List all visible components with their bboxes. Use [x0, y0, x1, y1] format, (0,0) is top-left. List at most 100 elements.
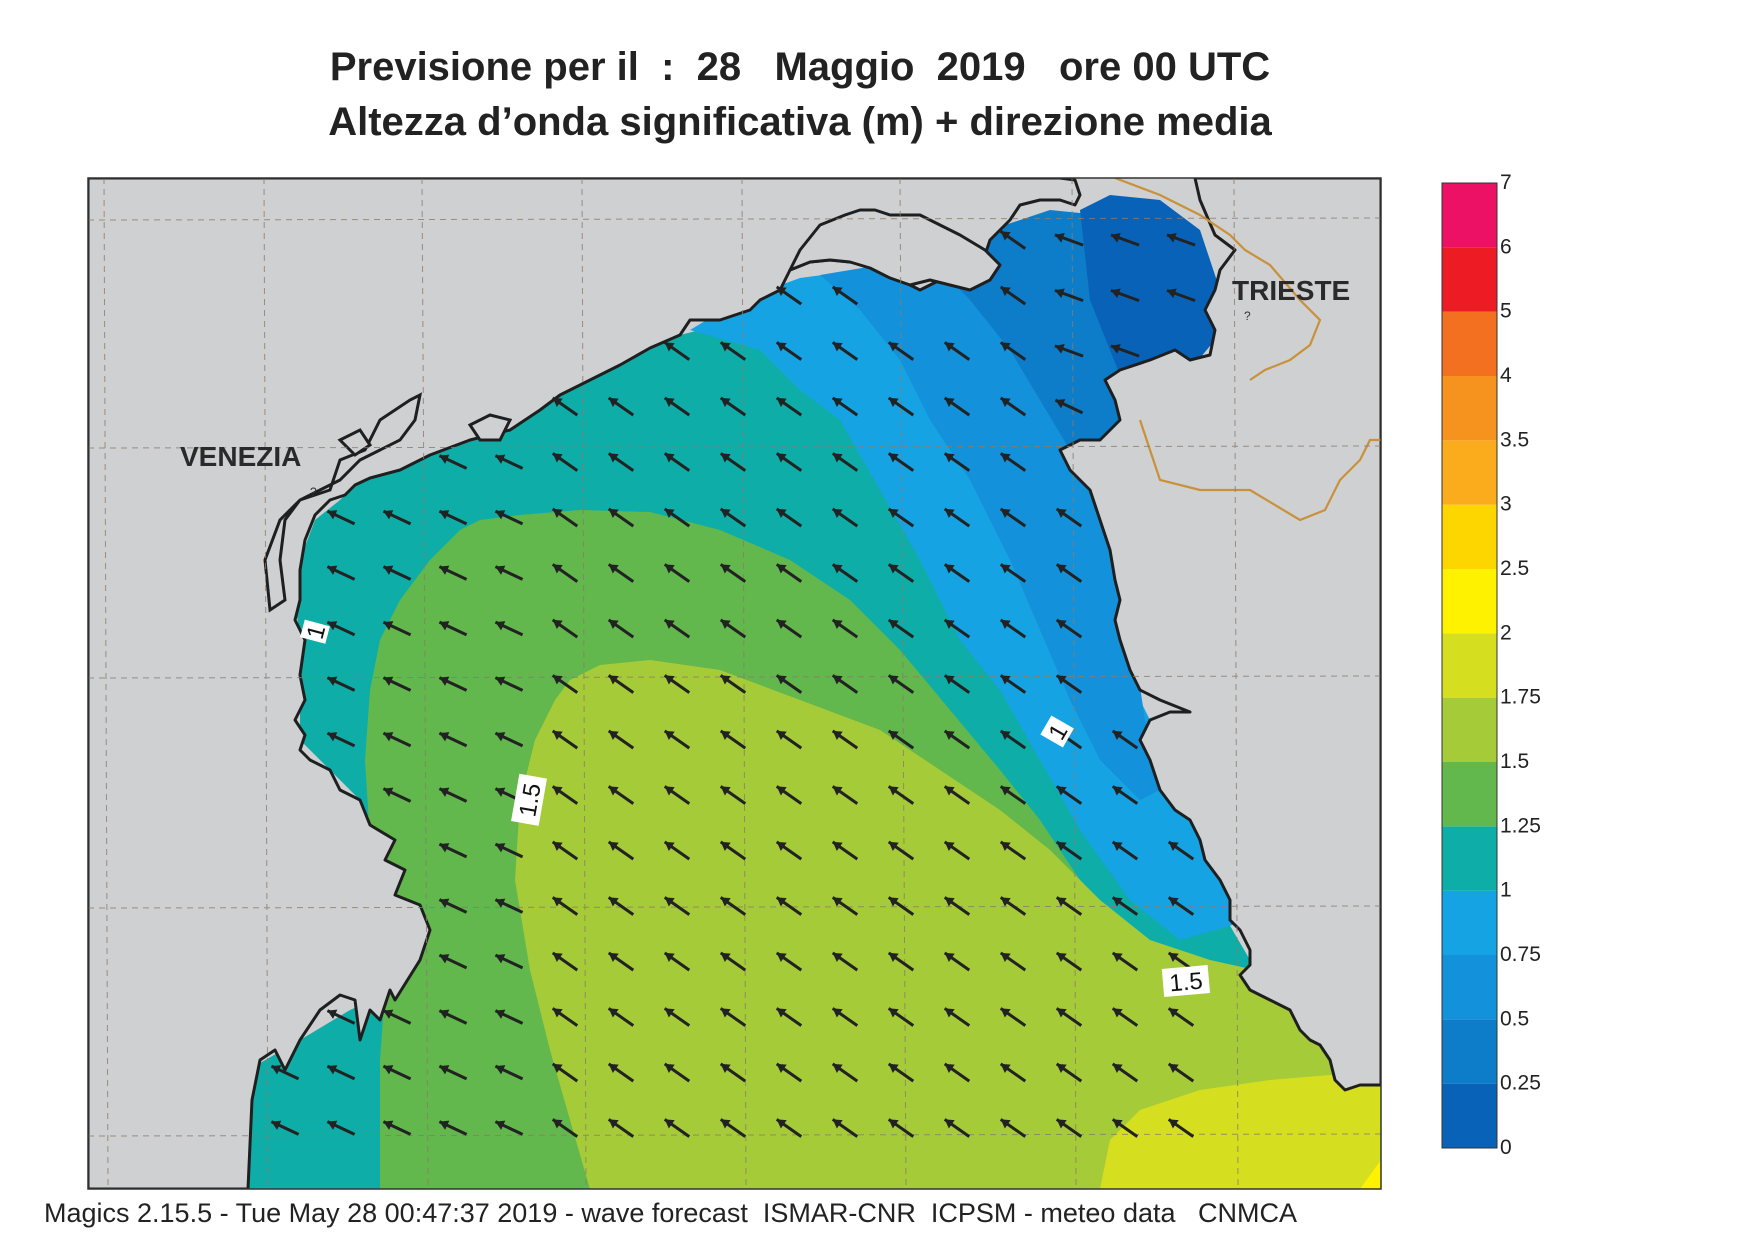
legend-tick-label: 3.5 [1500, 428, 1529, 451]
wave-direction-arrow-icon [1054, 398, 1084, 415]
contour-label-box [511, 773, 547, 826]
legend-tick-label: 1 [1500, 879, 1512, 902]
wave-direction-arrow-icon [775, 285, 803, 306]
wave-direction-arrow-icon [1111, 896, 1139, 916]
wave-direction-arrow-icon [831, 729, 859, 750]
wave-direction-arrow-icon [1055, 840, 1083, 861]
wave-direction-arrow-icon [663, 840, 691, 861]
sea-band-2-2.5 [1360, 1160, 1381, 1189]
wave-direction-arrow-icon [775, 396, 803, 417]
wave-direction-arrow-icon [607, 618, 635, 639]
wave-direction-arrow-icon [607, 1118, 635, 1138]
graticule [88, 178, 1381, 1189]
wave-direction-arrow-icon [607, 1007, 635, 1027]
wave-direction-arrow-icon [1167, 1118, 1195, 1138]
wave-direction-arrow-icon [775, 1062, 803, 1083]
footer-credits: Magics 2.15.5 - Tue May 28 00:47:37 2019… [44, 1198, 1297, 1228]
legend-tick-label: 2.5 [1500, 557, 1529, 580]
wave-direction-arrow-icon [999, 1062, 1027, 1083]
legend-tick-label: 6 [1500, 235, 1512, 258]
wave-direction-arrow-icon [551, 507, 579, 528]
wave-direction-arrow-icon [943, 618, 971, 639]
wave-direction-arrow-icon [663, 674, 691, 694]
wave-direction-arrow-icon [663, 729, 691, 750]
legend-swatch [1442, 376, 1497, 441]
wave-direction-arrow-icon [1054, 233, 1084, 247]
wave-direction-arrow-icon [663, 896, 691, 916]
wave-direction-arrow-icon [551, 1062, 579, 1083]
wave-direction-arrow-icon [887, 951, 915, 972]
legend-swatch [1442, 1083, 1497, 1148]
map-border [87, 177, 1382, 1190]
wave-direction-arrow-icon [719, 896, 747, 916]
wave-direction-arrow-icon [1055, 563, 1083, 583]
wave-direction-arrow-icon [438, 842, 468, 859]
wave-direction-arrow-icon [1055, 951, 1083, 972]
wave-direction-arrow-icon [999, 507, 1027, 528]
wave-direction-arrow-icon [831, 896, 859, 916]
wave-direction-arrow-icon [607, 951, 635, 972]
wave-direction-arrow-icon [999, 1007, 1027, 1027]
wave-direction-arrow-icon [326, 1120, 356, 1136]
legend-tick-label: 0.25 [1500, 1072, 1541, 1095]
wave-direction-arrow-icon [1111, 1062, 1139, 1083]
contour-label-text: 1.5 [514, 781, 546, 819]
wave-direction-arrow-icon [1111, 1007, 1139, 1027]
legend-tick-label: 0.5 [1500, 1007, 1529, 1030]
wave-direction-arrow-icon [999, 396, 1027, 417]
wave-direction-arrow-icon [943, 1007, 971, 1027]
venice-lagoon-land [263, 392, 423, 613]
legend-tick-label: 4 [1500, 364, 1512, 387]
color-legend: 0 0.25 0.5 0.75 1 1.25 1.5 1.75 2 2.5 3 3.5 4 5 6 7 [1441, 171, 1541, 1159]
wave-direction-arrow-icon [382, 620, 412, 637]
contour-label-box [1161, 965, 1211, 997]
wave-direction-arrow-icon [663, 1007, 691, 1027]
legend-swatch [1442, 633, 1497, 698]
city-label-trieste: TRIESTE [1232, 275, 1350, 306]
wave-direction-arrow-icon [719, 729, 747, 750]
wave-direction-arrow-icon [663, 785, 691, 805]
wave-direction-arrow-icon [831, 396, 859, 417]
wave-direction-arrow-icon [719, 452, 747, 472]
legend-swatch [1442, 1019, 1497, 1084]
sea-band-1.75-2 [1100, 1075, 1381, 1189]
wave-direction-arrow-icon [1055, 507, 1083, 528]
wave-direction-arrow-icon [551, 1007, 579, 1027]
wave-direction-arrow-icon [719, 618, 747, 639]
legend-tick-label: 5 [1500, 300, 1512, 323]
wave-direction-arrow-icon [551, 729, 579, 750]
wave-direction-arrow-icon [719, 1118, 747, 1138]
wave-direction-arrow-icon [607, 396, 635, 417]
wave-direction-arrow-icon [607, 507, 635, 528]
venice-islet-1 [467, 413, 513, 442]
wave-direction-arrow-icon [270, 1120, 300, 1136]
wave-direction-arrow-icon [1167, 1062, 1195, 1083]
legend-swatch [1442, 697, 1497, 762]
legend-tick-label: 3 [1500, 493, 1512, 516]
wave-direction-arrow-icon [607, 896, 635, 916]
wave-direction-arrow-icon [887, 507, 915, 528]
wave-direction-arrow-icon [775, 951, 803, 972]
wave-direction-arrow-icon [943, 452, 971, 472]
wave-direction-arrow-icon [719, 840, 747, 861]
wave-direction-arrow-icon [438, 953, 468, 970]
wave-direction-arrow-icon [943, 1062, 971, 1083]
wave-direction-arrow-icon [831, 285, 859, 306]
wave-direction-arrow-icon [663, 951, 691, 972]
wave-direction-arrow-icon [1055, 618, 1083, 639]
legend-swatch [1442, 183, 1497, 248]
wave-direction-arrow-icon [999, 674, 1027, 694]
wave-direction-arrow-icon [326, 509, 356, 526]
wave-direction-arrow-icon [438, 565, 468, 581]
contour-label-15-east: 1.5 [1161, 965, 1211, 997]
legend-frame [1441, 182, 1498, 1149]
wave-direction-arrow-icon [775, 507, 803, 528]
wave-direction-arrow-icon [1054, 288, 1084, 303]
wave-direction-arrow-icon [382, 1120, 412, 1136]
wave-direction-arrow-icon [1111, 785, 1139, 805]
trieste-marker-icon: ? [1244, 309, 1251, 323]
wave-direction-arrow-icon [382, 565, 412, 581]
wave-direction-arrow-icon [607, 674, 635, 694]
wave-direction-arrow-icon [719, 1007, 747, 1027]
wave-direction-arrow-icon [887, 896, 915, 916]
